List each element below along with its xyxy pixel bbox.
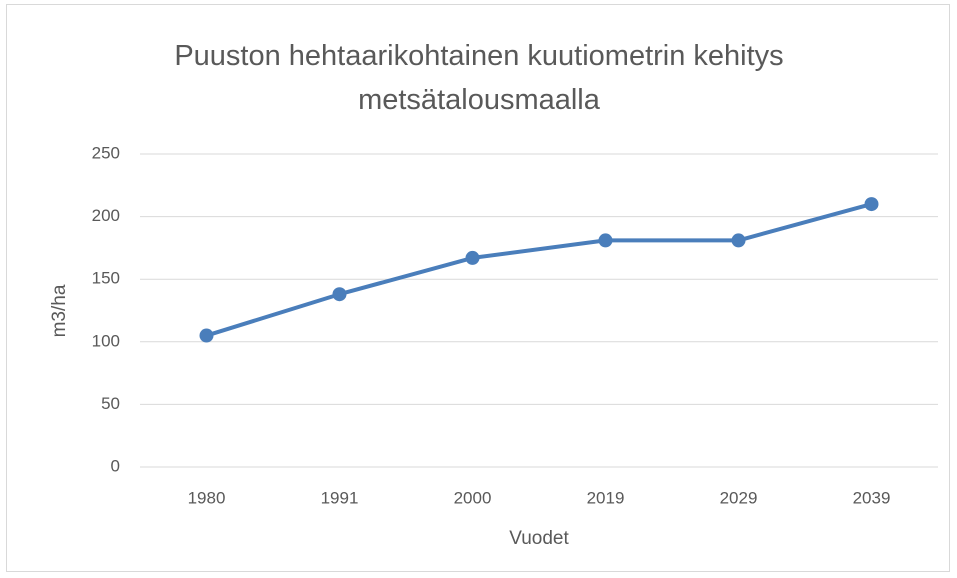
data-point: [199, 328, 214, 343]
y-tick-label: 50: [101, 394, 120, 413]
x-tick-label: 2039: [853, 488, 891, 507]
data-point: [332, 287, 347, 302]
data-point: [465, 250, 480, 265]
y-tick-label: 0: [111, 456, 120, 475]
x-tick-label: 1980: [188, 488, 226, 507]
x-tick-label: 2000: [454, 488, 492, 507]
y-tick-label: 100: [92, 331, 120, 350]
chart-frame: [6, 4, 950, 572]
data-point: [864, 197, 879, 212]
y-axis-label: m3/ha: [49, 284, 70, 337]
x-tick-label: 2019: [587, 488, 625, 507]
data-point: [598, 233, 613, 248]
x-tick-label: 2029: [720, 488, 758, 507]
chart-title: Puuston hehtaarikohtainen kuutiometrin k…: [174, 40, 784, 116]
x-tick-label: 1991: [321, 488, 359, 507]
x-axis-label: Vuodet: [509, 528, 569, 549]
y-tick-label: 200: [92, 206, 120, 225]
y-tick-label: 250: [92, 143, 120, 162]
y-tick-label: 150: [92, 269, 120, 288]
series-line: [205, 202, 873, 338]
data-point: [731, 233, 746, 248]
